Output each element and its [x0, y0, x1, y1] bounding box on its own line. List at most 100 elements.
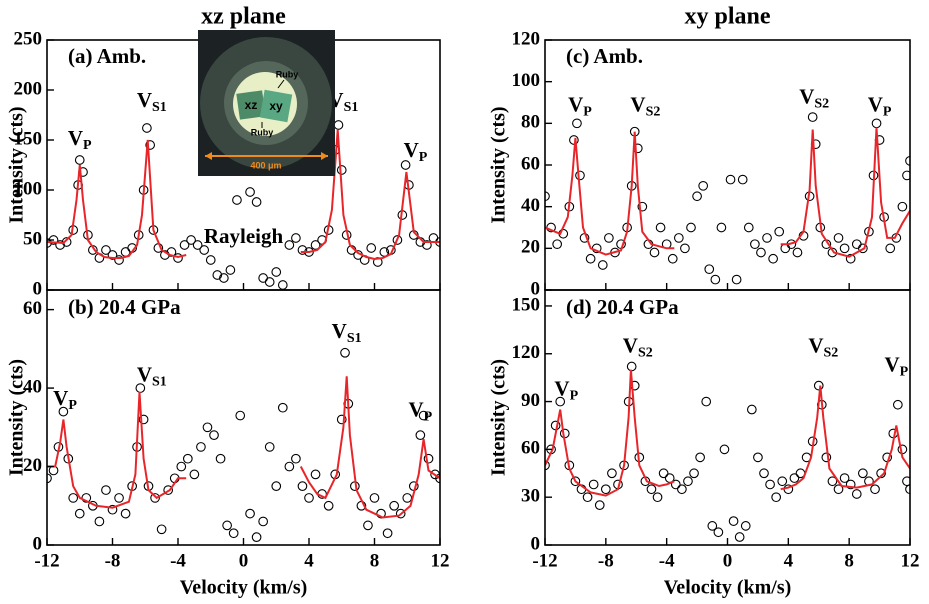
data-point: [885, 243, 896, 254]
data-point: [212, 270, 223, 280]
x-axis-label: Velocity (km/s): [180, 577, 308, 599]
peak-label-sub: S2: [814, 97, 829, 112]
data-point: [392, 235, 403, 245]
y-tick-label: 50: [23, 228, 42, 249]
data-point: [780, 243, 791, 254]
peak-label-main: V: [404, 138, 419, 162]
data-point: [821, 452, 832, 463]
data-point: [297, 245, 308, 255]
x-tick-label: -8: [598, 550, 614, 571]
data-point: [759, 468, 769, 479]
data-point: [728, 516, 739, 526]
data-point: [725, 174, 736, 185]
x-tick-label: -4: [659, 550, 675, 571]
data-point: [768, 253, 778, 264]
data-point: [756, 247, 766, 258]
data-point: [271, 267, 282, 277]
inset-photo: xz xy Ruby Ruby 400 μm: [198, 30, 335, 176]
panel-label: (c) Amb.: [566, 44, 643, 68]
data-point: [777, 476, 788, 487]
data-point: [222, 520, 232, 531]
x-tick-label: 8: [844, 550, 854, 571]
data-point: [402, 493, 413, 503]
data-point: [209, 430, 219, 441]
data-point: [607, 468, 617, 479]
peak-label-main: V: [630, 92, 645, 116]
data-point: [652, 492, 663, 503]
y-tick-label: 120: [512, 342, 541, 363]
y-tick-label: 150: [512, 294, 541, 315]
data-point: [205, 255, 216, 265]
y-tick-label: 20: [23, 455, 42, 476]
y-tick-label: 90: [521, 390, 540, 411]
data-point: [138, 414, 149, 425]
data-point: [707, 521, 718, 531]
data-point: [555, 396, 566, 407]
data-point: [575, 170, 585, 181]
data-point: [753, 452, 763, 463]
peak-label: VS1: [137, 88, 167, 115]
data-point: [245, 508, 255, 519]
data-point: [851, 239, 862, 250]
plot-area: [47, 347, 440, 543]
y-tick-label: 100: [14, 178, 43, 199]
peak-label-sub: S2: [824, 346, 839, 361]
data-point: [552, 239, 563, 250]
fit-line: [545, 369, 910, 497]
data-point: [423, 453, 434, 464]
x-tick-label: -8: [105, 550, 121, 571]
peak-label: VP: [868, 92, 892, 119]
data-point: [762, 233, 772, 243]
x-tick-label: -12: [34, 550, 59, 571]
data-point: [710, 274, 721, 285]
data-point: [101, 245, 111, 255]
data-point: [251, 532, 262, 543]
plot-area: [545, 361, 910, 542]
data-point: [310, 240, 321, 250]
fit-line: [545, 127, 910, 258]
x-tick-label: 8: [370, 550, 380, 571]
data-point: [435, 473, 440, 484]
data-point: [701, 396, 712, 407]
peak-label-sub: P: [68, 398, 77, 413]
data-point: [219, 273, 229, 283]
peak-label-main: V: [868, 92, 883, 116]
y-tick-label: 20: [521, 237, 540, 258]
peak-label: VS1: [332, 319, 362, 346]
data-point: [107, 250, 118, 260]
data-point: [637, 201, 648, 212]
data-point: [839, 473, 850, 483]
data-point: [422, 240, 432, 250]
peak-label: VP: [404, 138, 428, 165]
data-point: [858, 468, 868, 479]
data-point: [734, 532, 745, 542]
data-point: [189, 469, 200, 480]
data-point: [55, 240, 65, 250]
x-tick-label: 4: [784, 550, 794, 571]
data-point: [323, 500, 334, 511]
y-axis-label: Intensity (cts): [6, 106, 28, 223]
data-point: [658, 468, 669, 479]
data-point: [395, 508, 406, 519]
peak-label-sub: S1: [344, 100, 359, 115]
data-point: [789, 473, 800, 483]
data-point: [765, 479, 775, 490]
peak-label: VP: [408, 397, 432, 424]
peak-label-main: V: [884, 352, 899, 376]
data-point: [291, 453, 301, 464]
data-point: [340, 347, 350, 358]
data-point: [58, 406, 69, 417]
data-point: [845, 253, 856, 264]
data-point: [902, 170, 910, 181]
data-point: [271, 481, 282, 492]
data-point: [173, 253, 183, 263]
data-point: [199, 245, 210, 255]
y-tick-label: 0: [531, 278, 541, 299]
data-point: [264, 277, 275, 287]
data-point: [649, 247, 660, 258]
data-point: [594, 500, 605, 511]
peak-label-sub: P: [424, 410, 433, 425]
data-point: [771, 492, 782, 503]
data-point: [746, 404, 757, 415]
data-point: [870, 484, 880, 495]
